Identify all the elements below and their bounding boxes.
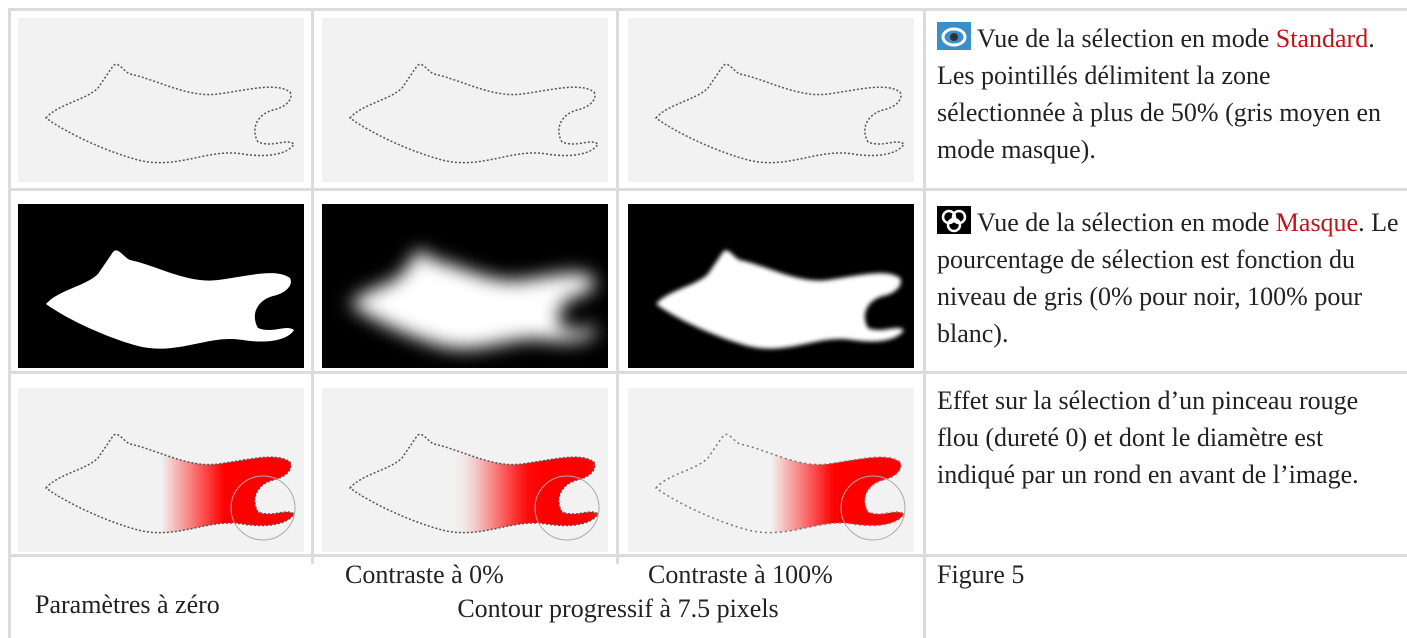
selection-outline bbox=[322, 18, 608, 182]
description: Vue de la sélection en mode Standard. Le… bbox=[937, 20, 1399, 168]
border bbox=[8, 8, 11, 638]
border bbox=[311, 8, 314, 564]
brush-effect bbox=[18, 388, 304, 552]
selection-outline bbox=[18, 18, 304, 182]
mask-view bbox=[18, 204, 304, 368]
border bbox=[8, 371, 1407, 374]
mask-icon bbox=[937, 206, 971, 234]
text: Vue de la sélection en mode bbox=[977, 24, 1276, 53]
mode-name: Standard bbox=[1276, 24, 1368, 53]
caption: Contraste à 0% bbox=[345, 560, 504, 590]
brush-effect bbox=[628, 388, 914, 552]
caption: Paramètres à zéro bbox=[35, 590, 220, 620]
selection-outline bbox=[628, 18, 914, 182]
text: Vue de la sélection en mode bbox=[977, 208, 1276, 237]
border bbox=[8, 8, 1407, 11]
mask-view bbox=[628, 204, 914, 368]
brush-effect bbox=[322, 388, 608, 552]
mode-name: Masque bbox=[1276, 208, 1358, 237]
border bbox=[8, 188, 1407, 191]
caption: Contraste à 100% bbox=[648, 560, 833, 590]
border bbox=[616, 8, 619, 564]
mask-view bbox=[322, 204, 608, 368]
page: Vue de la sélection en mode Standard. Le… bbox=[0, 0, 1407, 638]
standard-icon bbox=[937, 22, 971, 50]
border bbox=[8, 554, 1407, 557]
caption: Contour progressif à 7.5 pixels bbox=[457, 594, 778, 624]
description: Effet sur la sélection d’un pinceau roug… bbox=[937, 382, 1399, 493]
border bbox=[923, 8, 926, 638]
caption: Figure 5 bbox=[937, 560, 1024, 590]
description: Vue de la sélection en mode Masque. Le p… bbox=[937, 204, 1399, 352]
